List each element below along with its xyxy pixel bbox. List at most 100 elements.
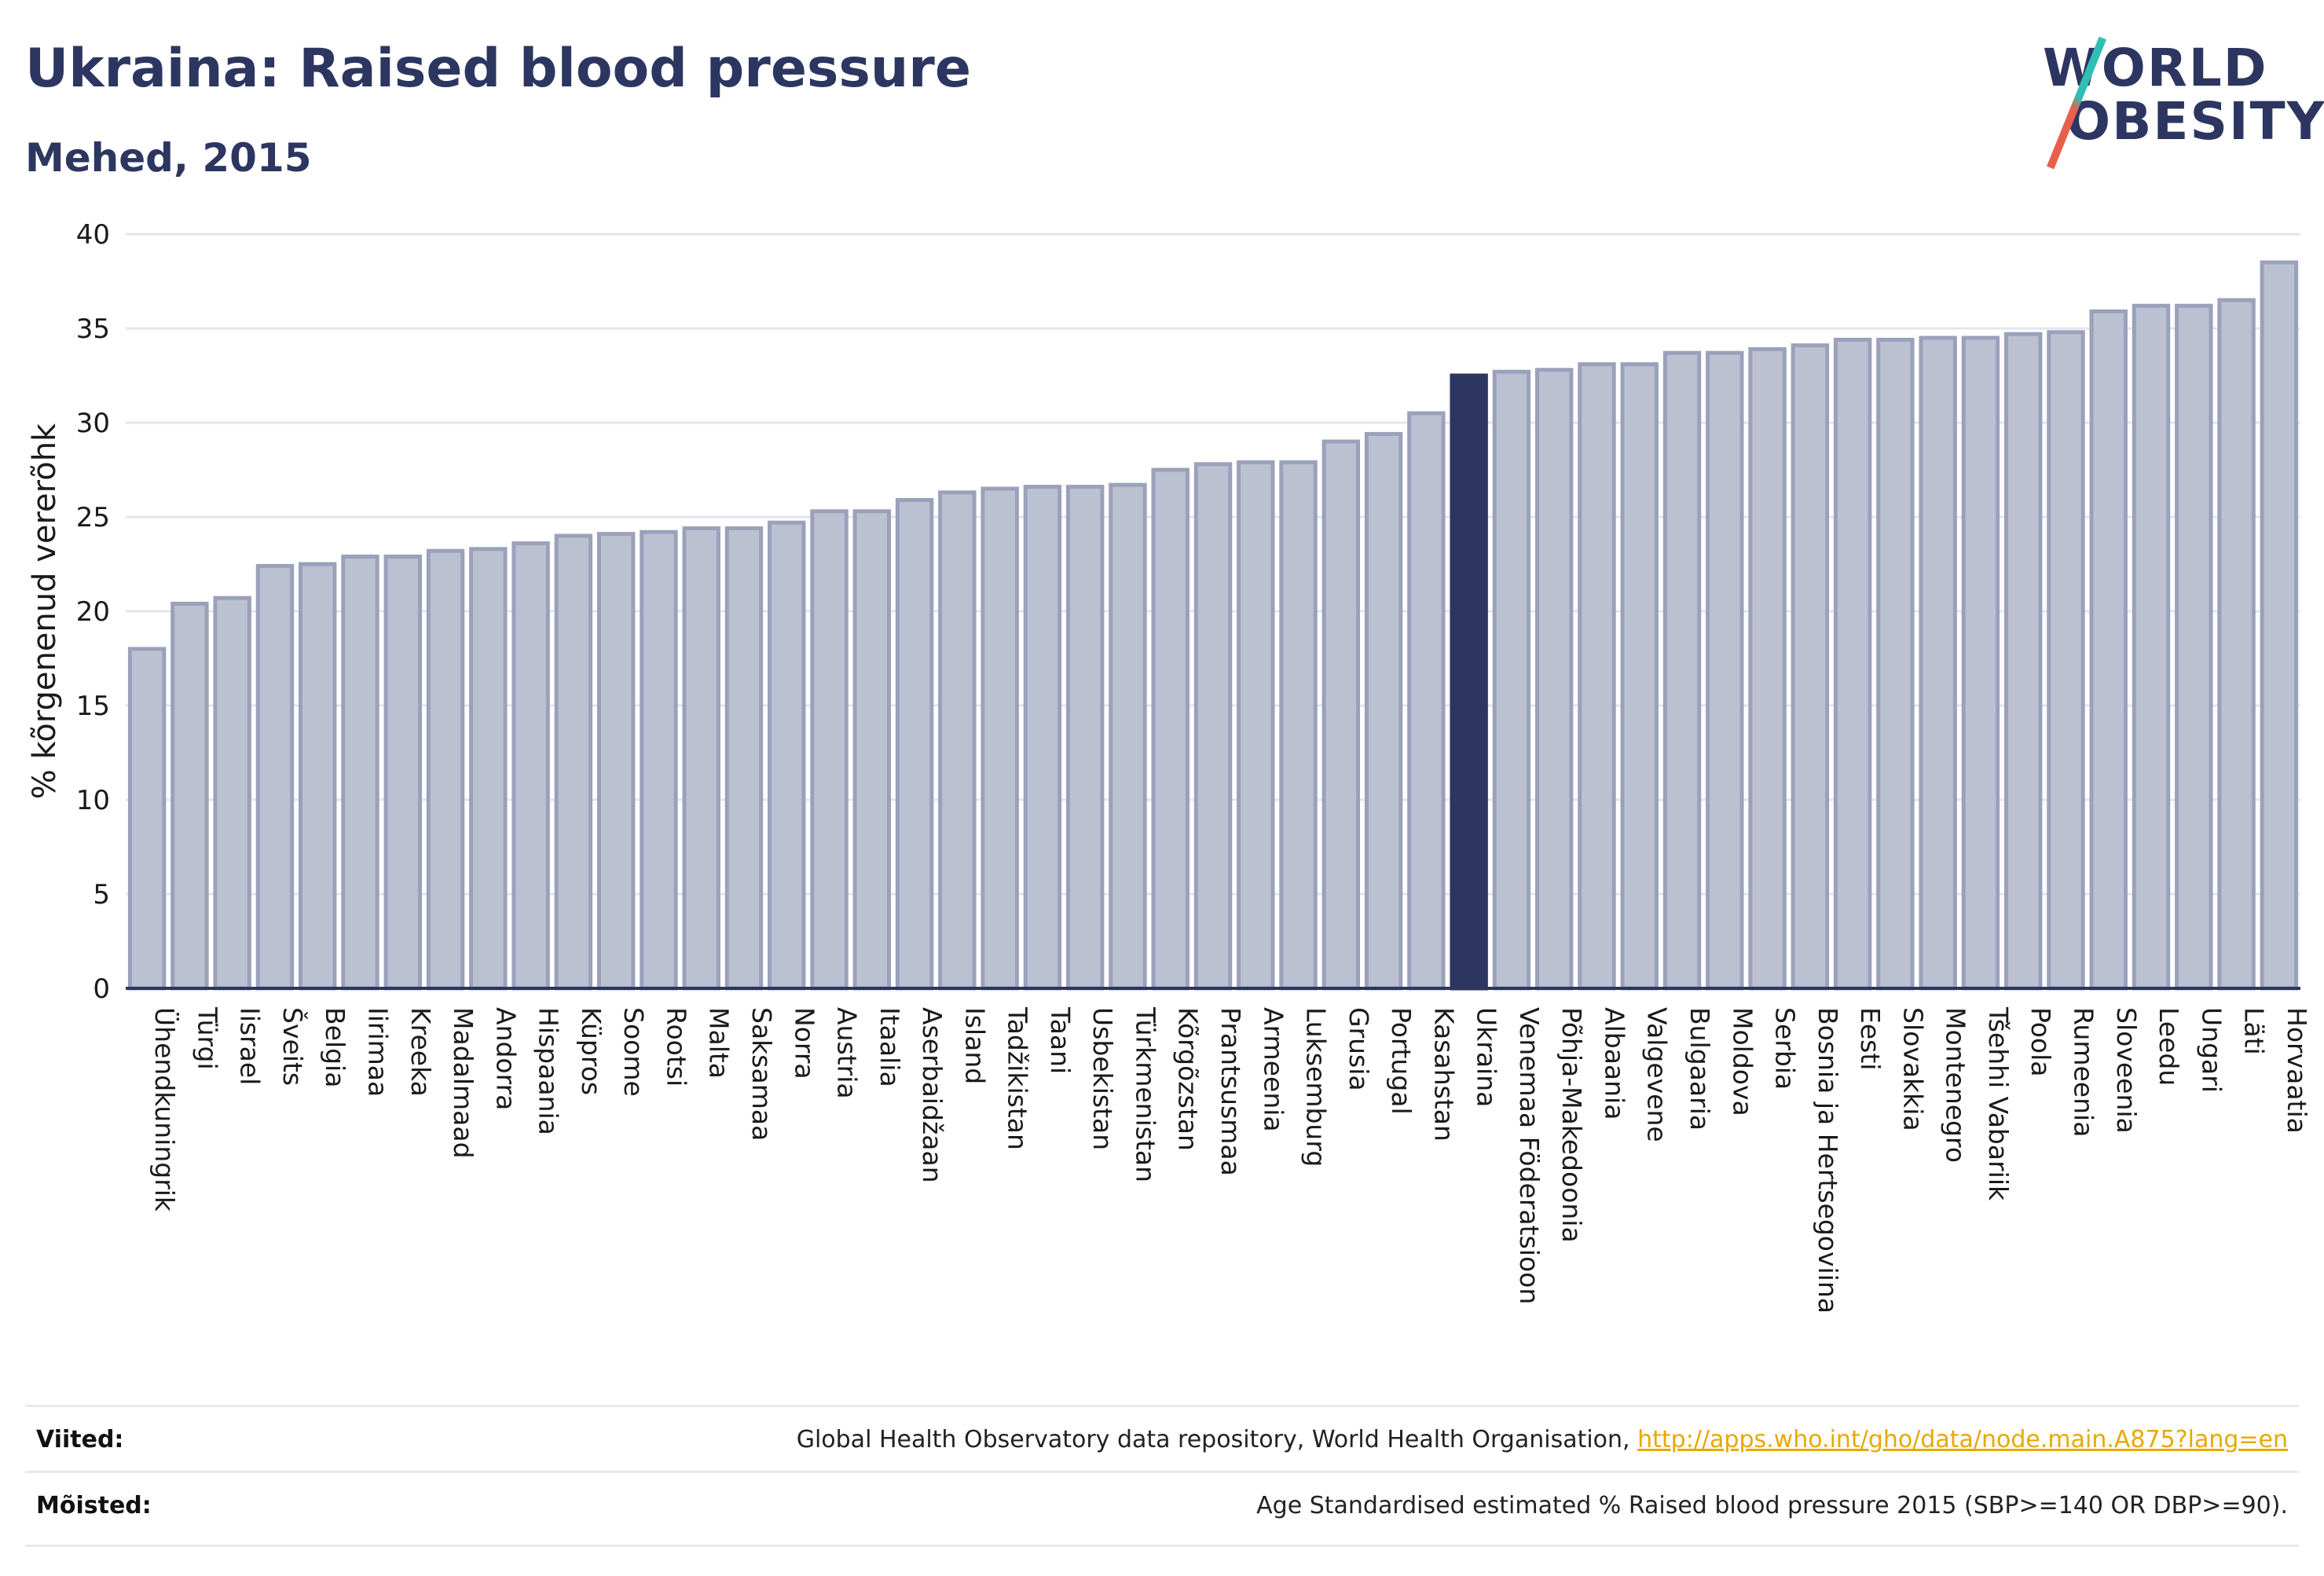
x-tick-label: Montenegro (1941, 1007, 1971, 1163)
x-tick-label: Rootsi (661, 1007, 691, 1087)
bar (1662, 350, 1702, 991)
bar (426, 548, 465, 991)
x-tick-label: Andorra (490, 1007, 521, 1110)
x-tick-label: Türkmenistan (1130, 1006, 1160, 1182)
bar (1237, 460, 1275, 991)
definitions-label: Mõisted: (36, 1492, 152, 1519)
bar (1791, 343, 1830, 991)
x-tick-label: Tšehhi Vabariik (1983, 1006, 2014, 1201)
bar (127, 647, 167, 991)
y-tick-label: 15 (76, 691, 110, 722)
x-tick-label: Hispaania (533, 1007, 564, 1135)
bar (255, 563, 295, 991)
x-tick-label: Ukraina (1472, 1007, 1502, 1107)
bar (1620, 362, 1659, 991)
x-tick-label: Prantsusmaa (1215, 1007, 1246, 1176)
bar (1492, 369, 1531, 991)
bar (1364, 431, 1403, 991)
bar-chart: 0 5 10 15 20 25 30 35 40 % kõrgenenud vererõhk Ühe… (27, 219, 2312, 1314)
x-tick-label: Türgi (192, 1006, 222, 1070)
x-tick-label: Albaania (1599, 1007, 1629, 1120)
x-tick-label: Küpros (576, 1007, 607, 1095)
bar (768, 520, 806, 991)
bar (2132, 303, 2171, 991)
logo-text-bottom: OBESITY (2066, 91, 2324, 152)
x-tick-label: Leedu (2154, 1007, 2184, 1086)
x-tick-label: Island (959, 1007, 990, 1084)
sources-value: Global Health Observatory data repositor… (797, 1426, 2288, 1453)
bar (383, 554, 422, 991)
bar (1023, 485, 1062, 991)
x-tick-label: Kreeka (405, 1007, 436, 1097)
bar (1065, 485, 1105, 991)
x-tick-label: Kõrgõzstan (1173, 1007, 1204, 1151)
x-tick-label: Šveits (277, 1007, 309, 1086)
bar (1876, 337, 1915, 991)
bar (1578, 362, 1616, 991)
bar (2175, 303, 2213, 991)
sources-row: Viited: Global Health Observatory data r… (25, 1405, 2299, 1468)
y-tick-label: 0 (93, 973, 110, 1005)
x-tick-label: Bulgaaria (1684, 1007, 1715, 1131)
bar (299, 562, 337, 991)
bar (1109, 482, 1147, 991)
sources-label: Viited: (36, 1426, 124, 1453)
bar (213, 596, 251, 991)
x-tick-label: Usbekistan (1087, 1007, 1118, 1150)
bar (640, 530, 678, 991)
y-tick-label: 30 (76, 408, 110, 439)
definitions-value: Age Standardised estimated % Raised bloo… (1256, 1492, 2288, 1519)
x-tick-label: Läti (2239, 1007, 2270, 1055)
x-tick-label: Sloveenia (2111, 1007, 2142, 1134)
bar (1279, 460, 1318, 991)
bar (596, 532, 636, 991)
x-tick-label: Grusia (1343, 1007, 1374, 1091)
bar (1450, 373, 1488, 991)
bar (1919, 335, 1957, 991)
x-tick-label: Ühendkuningrik (149, 1007, 181, 1212)
x-tick-label: Taani (1045, 1006, 1076, 1074)
y-tick-label: 5 (93, 879, 110, 911)
x-tick-label: Itaalia (874, 1007, 905, 1087)
bar (341, 554, 379, 991)
x-tick-label: Iirimaa (363, 1007, 394, 1097)
y-tick-label: 10 (76, 785, 110, 816)
world-obesity-logo: WORLD OBESITY (2043, 31, 2324, 173)
bar (170, 601, 209, 991)
footer-divider (25, 1545, 2299, 1547)
x-tick-label: Austria (832, 1007, 863, 1099)
sources-link[interactable]: http://apps.who.int/gho/data/node.main.A… (1637, 1426, 2288, 1453)
bar (1193, 462, 1233, 991)
y-tick-label: 35 (76, 313, 110, 345)
x-tick-label: Rumeenia (2068, 1007, 2099, 1137)
bar (895, 497, 934, 991)
bar (810, 509, 849, 991)
bar (2217, 298, 2256, 991)
bar (1151, 467, 1189, 991)
bar (938, 490, 977, 991)
bar (1534, 368, 1574, 991)
x-tick-label: Iisrael (235, 1007, 266, 1085)
x-tick-label: Slovakkia (1897, 1007, 1928, 1131)
x-tick-label: Kasahstan (1428, 1007, 1459, 1142)
bar (469, 547, 508, 991)
sources-text: Global Health Observatory data repositor… (796, 1426, 1630, 1453)
y-tick-label: 25 (76, 502, 110, 533)
bar (1706, 350, 1744, 991)
bar (1833, 337, 1872, 991)
x-tick-label: Saksamaa (746, 1007, 777, 1141)
bar (852, 509, 892, 991)
x-tick-label: Eesti (1855, 1007, 1886, 1070)
bar (2260, 260, 2299, 991)
x-tick-label: Serbia (1770, 1007, 1801, 1090)
x-tick-label: Aserbaidžaan (917, 1007, 948, 1183)
bar (1748, 346, 1787, 991)
x-tick-label: Põhja-Makedoonia (1556, 1007, 1587, 1243)
x-tick-label: Soome (618, 1007, 649, 1097)
x-tick-label: Bosnia ja Hertsegoviina (1813, 1007, 1843, 1314)
bar (511, 541, 550, 991)
y-tick-label: 20 (76, 596, 110, 628)
x-tick-label: Horvaatia (2282, 1007, 2312, 1134)
x-tick-label: Valgevene (1642, 1007, 1673, 1142)
bar (2004, 332, 2043, 991)
